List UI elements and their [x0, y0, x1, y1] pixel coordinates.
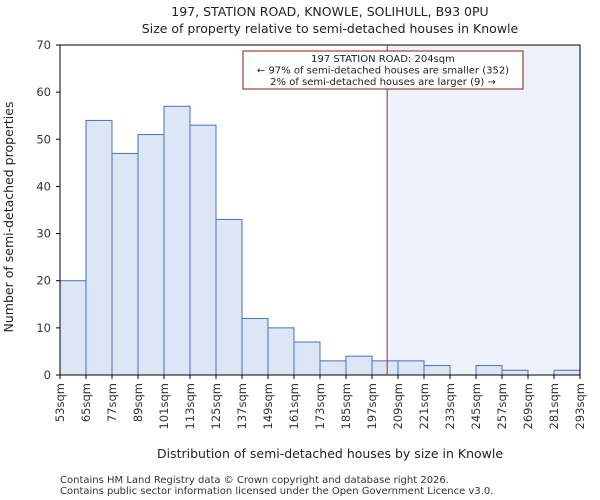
x-tick-label: 113sqm: [183, 383, 197, 429]
x-tick-label: 245sqm: [469, 383, 483, 429]
y-tick-label: 40: [36, 179, 51, 193]
x-tick-label: 233sqm: [443, 383, 457, 429]
histogram-bar: [189, 124, 217, 376]
histogram-bar: [163, 105, 191, 376]
y-tick-label: 0: [44, 368, 51, 382]
histogram-bar: [553, 369, 581, 376]
histogram-bar: [215, 218, 243, 376]
x-tick-label: 221sqm: [417, 383, 431, 429]
x-tick-label: 137sqm: [235, 383, 249, 429]
footer-line-1: Contains HM Land Registry data © Crown c…: [60, 475, 449, 486]
histogram-bar: [59, 280, 87, 376]
histogram-bar: [241, 317, 269, 376]
x-tick-label: 161sqm: [287, 383, 301, 429]
x-tick-label: 77sqm: [105, 383, 119, 422]
x-tick-label: 293sqm: [573, 383, 587, 429]
histogram-bar: [267, 327, 295, 376]
annotation-line: 197 STATION ROAD: 204sqm: [311, 54, 455, 65]
histogram-bar: [397, 360, 425, 376]
highlight-region: [387, 45, 580, 375]
histogram-bar: [345, 355, 373, 376]
histogram-bar: [423, 365, 451, 376]
histogram-bar: [137, 134, 165, 376]
y-tick-label: 30: [36, 227, 51, 241]
x-tick-label: 209sqm: [391, 383, 405, 429]
histogram-bar: [293, 341, 321, 376]
annotation-box: [242, 50, 524, 90]
x-tick-label: 173sqm: [313, 383, 327, 429]
annotation-line: ← 97% of semi-detached houses are smalle…: [257, 66, 509, 77]
histogram-bar: [371, 360, 399, 376]
footer-line-2: Contains public sector information licen…: [60, 486, 493, 497]
x-tick-label: 281sqm: [547, 383, 561, 429]
y-tick-label: 70: [36, 38, 51, 52]
x-tick-label: 197sqm: [365, 383, 379, 429]
y-tick-label: 10: [36, 321, 51, 335]
histogram-bar: [319, 360, 347, 376]
x-tick-label: 185sqm: [339, 383, 353, 429]
plot-area: 0 10 20 30 40 50 60 70 53sqm 65sqm 77sqm 89sqm 101sq…: [36, 38, 587, 429]
chart-subtitle: Size of property relative to semi-detach…: [142, 21, 519, 36]
x-tick-label: 53sqm: [53, 383, 67, 422]
x-tick-label: 125sqm: [209, 383, 223, 429]
y-tick-label: 50: [36, 132, 51, 146]
y-tick-label: 60: [36, 85, 51, 99]
x-axis-label: Distribution of semi-detached houses by …: [157, 446, 503, 461]
histogram-bar: [85, 119, 113, 376]
x-tick-label: 89sqm: [131, 383, 145, 422]
chart-title: 197, STATION ROAD, KNOWLE, SOLIHULL, B93…: [171, 4, 488, 19]
x-tick-label: 65sqm: [79, 383, 93, 422]
y-axis-label: Number of semi-detached properties: [1, 102, 16, 333]
histogram-bar: [475, 365, 503, 376]
histogram-bar: [111, 152, 139, 376]
x-tick-label: 269sqm: [521, 383, 535, 429]
x-tick-label: 257sqm: [495, 383, 509, 429]
annotation-line: 2% of semi-detached houses are larger (9…: [270, 77, 496, 88]
x-tick-label: 149sqm: [261, 383, 275, 429]
histogram-bar: [501, 369, 529, 376]
y-tick-label: 20: [36, 274, 51, 288]
x-tick-label: 101sqm: [157, 383, 171, 429]
